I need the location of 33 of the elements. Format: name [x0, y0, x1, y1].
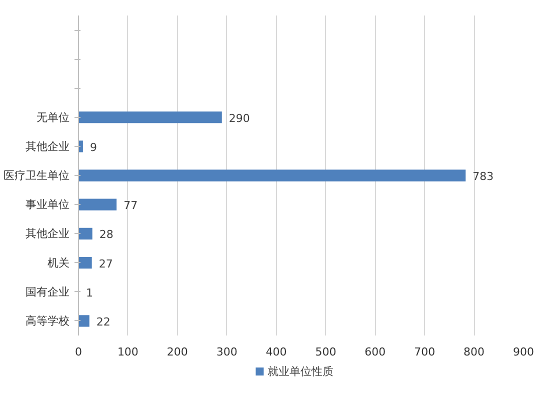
bar	[78, 256, 92, 269]
bar	[78, 228, 92, 240]
x-tick-label: 900	[513, 346, 534, 358]
data-label: 290	[228, 112, 250, 125]
y-tick-label: 医疗卫生单位	[4, 169, 70, 182]
x-tick-label: 300	[216, 346, 238, 358]
x-tick-label: 800	[464, 346, 485, 358]
data-label: 27	[98, 257, 113, 270]
x-tick-label: 700	[414, 346, 436, 358]
legend-label: 就业单位性质	[268, 365, 334, 378]
y-tick-label: 国有企业	[26, 285, 70, 298]
data-label: 9	[90, 140, 97, 154]
x-tick-label: 0	[75, 346, 82, 358]
bar	[78, 170, 466, 182]
y-tick-label: 事业单位	[26, 198, 70, 212]
data-label: 28	[99, 228, 114, 242]
bar	[78, 315, 90, 327]
x-tick-label: 200	[166, 346, 188, 358]
data-label: 1	[86, 286, 93, 300]
data-label: 22	[96, 315, 110, 328]
x-tick-label: 400	[266, 346, 287, 358]
bar	[78, 112, 222, 124]
x-tick-label: 600	[364, 346, 386, 358]
x-tick-label: 100	[117, 346, 138, 358]
data-label: 77	[124, 199, 138, 212]
y-tick-label: 机关	[48, 256, 70, 270]
y-tick-label: 其他企业	[26, 227, 70, 240]
bar	[78, 198, 117, 210]
y-tick-label: 无单位	[36, 110, 70, 124]
y-tick-label: 其他企业	[26, 140, 70, 153]
x-tick-label: 500	[315, 346, 336, 358]
y-tick-label: 高等学校	[26, 314, 70, 328]
data-label: 783	[472, 170, 494, 183]
